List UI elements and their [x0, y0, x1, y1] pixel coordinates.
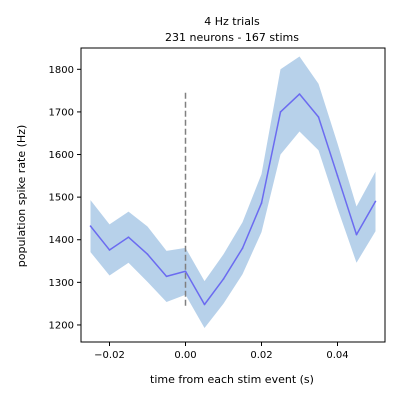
y-tick-label: 1700: [49, 107, 74, 118]
y-axis: 1200 1300 1400 1500 1600 1700 1800: [49, 65, 81, 331]
y-tick-label: 1600: [49, 150, 74, 161]
data-point: [260, 202, 263, 204]
data-point: [298, 93, 301, 95]
x-axis-label: time from each stim event (s): [150, 373, 314, 386]
data-point: [336, 175, 339, 177]
plot-frame: [80, 47, 386, 343]
x-tick-label: 0.02: [250, 350, 272, 361]
data-point: [184, 270, 187, 273]
data-point: [165, 275, 168, 278]
plot-area: [89, 56, 377, 328]
chart-title-line-1: 4 Hz trials: [204, 15, 260, 28]
y-tick-label: 1800: [49, 65, 74, 76]
data-point: [355, 233, 358, 236]
x-tick-label: 0.04: [326, 350, 348, 361]
confidence-band: [90, 56, 376, 328]
y-tick-label: 1500: [49, 193, 74, 204]
data-point: [317, 116, 320, 118]
data-point: [222, 278, 225, 280]
x-axis: −0.02 0.00 0.02 0.04: [94, 342, 349, 361]
y-tick-label: 1400: [49, 235, 74, 246]
x-tick-label: −0.02: [94, 350, 125, 361]
chart-title-line-2: 231 neurons - 167 stims: [165, 31, 299, 44]
mean-line: [89, 93, 377, 306]
data-point: [203, 303, 206, 306]
data-point: [279, 111, 282, 113]
data-point: [374, 200, 377, 203]
data-point: [127, 236, 130, 238]
data-point: [146, 253, 149, 256]
y-axis-label: population spike rate (Hz): [15, 125, 28, 268]
data-point: [108, 249, 111, 251]
data-point: [241, 247, 244, 250]
y-tick-label: 1200: [49, 320, 74, 331]
y-tick-label: 1300: [49, 278, 74, 289]
data-point: [89, 225, 92, 227]
x-tick-label: 0.00: [174, 350, 196, 361]
